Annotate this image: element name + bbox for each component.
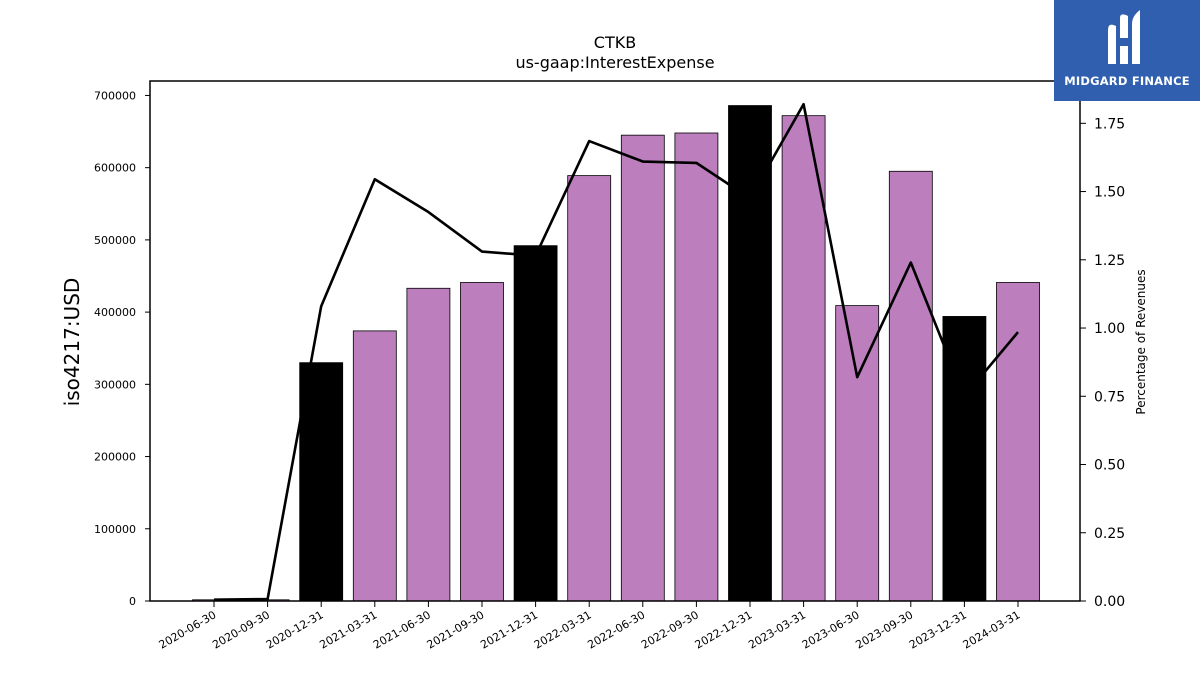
bar-2023-03-31	[781, 115, 826, 602]
y-tick-label: 300000	[94, 378, 136, 391]
x-tick-label: 2020-12-31	[264, 608, 326, 651]
y-tick-label: 200000	[94, 451, 136, 464]
y2-tick-label: 0.25	[1094, 526, 1125, 542]
bar-2021-12-31	[513, 245, 558, 602]
x-tick-label: 2021-06-30	[371, 608, 433, 651]
x-tick-label: 2023-09-30	[853, 608, 915, 651]
x-tick-label: 2021-09-30	[425, 608, 487, 651]
bar-2022-03-31	[567, 175, 612, 602]
brand-name: MIDGARD FINANCE	[1064, 74, 1190, 88]
y-tick-label: 700000	[94, 89, 136, 102]
y-tick-label: 100000	[94, 523, 136, 536]
y2-tick-label: 0.00	[1094, 594, 1125, 610]
y2-tick-label: 1.25	[1094, 253, 1125, 269]
x-tick-label: 2023-03-31	[746, 608, 808, 651]
bar-2022-09-30	[674, 132, 719, 602]
bar-2021-03-31	[352, 330, 397, 602]
x-tick-label: 2023-12-31	[907, 608, 969, 651]
bar-2022-06-30	[620, 134, 665, 602]
bar-2023-09-30	[888, 170, 933, 602]
x-tick-label: 2021-12-31	[478, 608, 540, 651]
x-tick-label: 2022-09-30	[639, 608, 701, 651]
x-tick-label: 2021-03-31	[317, 608, 379, 651]
chart-title: CTKB	[594, 33, 636, 52]
y2-tick-label: 0.75	[1094, 389, 1125, 405]
x-tick-label: 2022-12-31	[693, 608, 755, 651]
y-axis-label: iso4217:USD	[60, 278, 84, 407]
x-tick-label: 2023-06-30	[800, 608, 862, 651]
plot-frame	[149, 80, 1081, 602]
y-tick-label: 600000	[94, 162, 136, 175]
x-tick-label: 2022-03-31	[532, 608, 594, 651]
bar-2022-12-31	[728, 105, 772, 602]
plot-area: 0 100000 200000 300000 400000 500000 600000 700…	[94, 80, 1125, 652]
y2-tick-label: 1.75	[1094, 116, 1125, 132]
y2-tick-label: 1.00	[1094, 321, 1125, 337]
bar-2024-03-31	[996, 282, 1040, 602]
bar-2020-12-31	[299, 362, 344, 602]
revenue-pct-line	[213, 102, 1019, 601]
y2-tick-label: 0.50	[1094, 458, 1125, 474]
brand-logo: MIDGARD FINANCE	[1054, 0, 1200, 101]
y-tick-label: 500000	[94, 234, 136, 247]
y2-tick-label: 1.50	[1094, 185, 1125, 201]
y-tick-label: 400000	[94, 306, 136, 319]
bar-2021-09-30	[460, 282, 504, 602]
x-tick-label: 2022-06-30	[585, 608, 647, 651]
bar-2021-06-30	[406, 287, 451, 602]
x-tick-label: 2024-03-31	[961, 608, 1023, 651]
y-tick-label: 0	[129, 595, 136, 608]
midgard-logo-icon	[1108, 10, 1140, 65]
x-tick-label: 2020-09-30	[210, 608, 272, 651]
y2-axis-label: Percentage of Revenues	[1134, 269, 1148, 414]
bar-2023-06-30	[835, 305, 880, 602]
x-tick-label: 2020-06-30	[157, 608, 219, 651]
chart-subtitle: us-gaap:InterestExpense	[515, 53, 714, 72]
